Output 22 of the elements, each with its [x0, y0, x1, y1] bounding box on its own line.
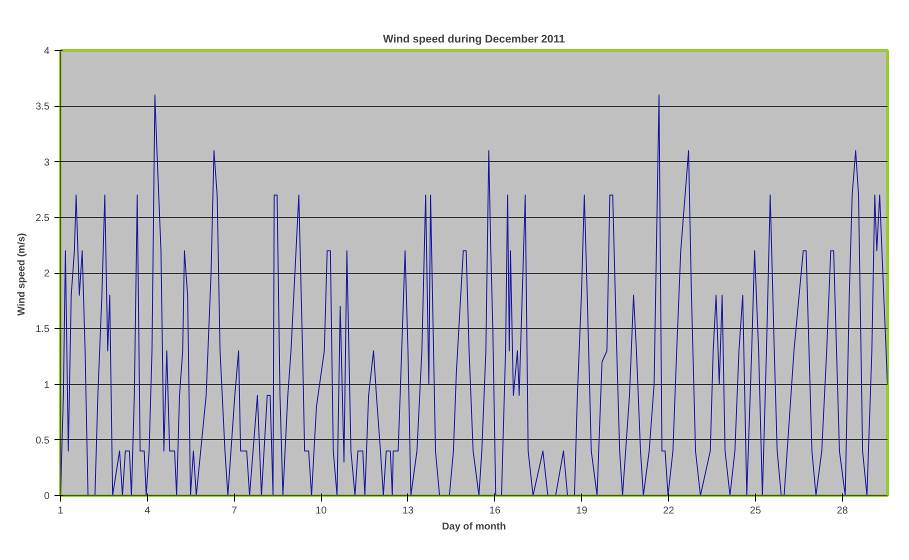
x-tick-label: 16 [489, 506, 501, 516]
x-tick-label: 4 [144, 506, 151, 516]
y-tick-label: 1 [44, 380, 50, 391]
y-tick-label: 0 [44, 491, 50, 502]
y-tick-label: 1.5 [36, 324, 50, 336]
chart-title: Wind speed during December 2011 [382, 34, 566, 46]
x-tick-label: 28 [836, 506, 848, 516]
y-axis-title: Wind speed (m/s) [16, 233, 28, 316]
y-tick-label: 4 [44, 46, 50, 57]
y-tick-label: 3 [44, 157, 50, 168]
x-tick-label: 19 [576, 506, 588, 516]
x-tick-label: 25 [750, 506, 762, 516]
x-tick-label: 1 [58, 506, 64, 516]
x-tick-label: 10 [316, 506, 328, 516]
y-tick-label: 2.5 [36, 212, 50, 224]
x-tick-label: 7 [231, 506, 238, 516]
y-tick-label: 2 [44, 268, 50, 280]
x-axis-title: Day of month [442, 522, 506, 532]
y-tick-label: 3.5 [36, 102, 50, 113]
x-tick-label: 13 [402, 506, 414, 516]
x-tick-label: 22 [663, 506, 675, 516]
y-tick-label: 0.5 [36, 435, 50, 446]
